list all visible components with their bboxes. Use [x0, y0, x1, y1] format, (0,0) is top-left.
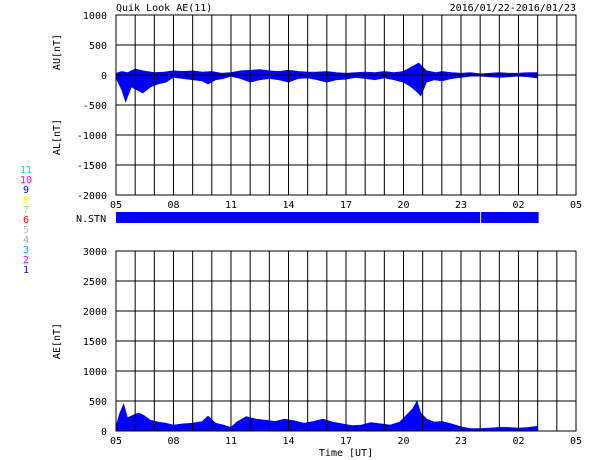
- station-count-label: 11: [20, 165, 32, 176]
- ae-x-tick-label: 20: [397, 436, 409, 447]
- au-al-x-tick-label: 20: [397, 200, 409, 211]
- station-bar-segment: [481, 212, 539, 223]
- ae-x-tick-label: 08: [167, 436, 179, 447]
- ae-area: [115, 400, 538, 432]
- ae-frame: [115, 250, 577, 432]
- au-al-x-tick-label: 17: [340, 200, 352, 211]
- au-al-y-tick-label: -500: [83, 101, 107, 112]
- au-al-x-ticks: 05 08 11 14 17 20 23 02 05: [110, 200, 582, 211]
- station-label: N.STN: [76, 214, 106, 225]
- station-bar: [116, 212, 539, 223]
- au-al-grid: [115, 14, 577, 196]
- station-count-label: 6: [23, 215, 29, 226]
- ae-x-tick-label: 11: [225, 436, 237, 447]
- ae-x-tick-label: 17: [340, 436, 352, 447]
- ae-y-tick-label: 500: [89, 397, 107, 408]
- au-al-x-tick-label: 02: [512, 200, 524, 211]
- ae-series: [115, 400, 538, 432]
- au-al-y-tick-label: 0: [101, 71, 107, 82]
- ae-y-tick-label: 2500: [83, 277, 107, 288]
- au-al-frame: [115, 14, 577, 196]
- x-axis-label: Time [UT]: [319, 448, 373, 459]
- au-al-y-tick-label: -2000: [77, 191, 107, 202]
- au-al-x-tick-label: 14: [282, 200, 294, 211]
- au-al-x-tick-label: 23: [455, 200, 467, 211]
- ae-x-tick-label: 02: [512, 436, 524, 447]
- al-axis-label: AL[nT]: [52, 119, 63, 155]
- station-count-label: 2: [23, 255, 29, 266]
- au-series: [115, 62, 538, 76]
- ae-y-tick-label: 2000: [83, 307, 107, 318]
- station-bar-segment: [116, 212, 481, 223]
- station-count-label: 5: [23, 225, 29, 236]
- station-count-label: 7: [23, 205, 29, 216]
- ae-x-tick-label: 05: [570, 436, 582, 447]
- ae-x-tick-label: 05: [110, 436, 122, 447]
- station-count-label: 3: [23, 245, 29, 256]
- ae-y-tick-label: 1500: [83, 337, 107, 348]
- au-al-panel: 1000 500 0 -500 -1000 -1500 -2000 05 08 11 14 17 20…: [52, 11, 582, 211]
- station-count-label: 8: [23, 195, 29, 206]
- au-al-x-tick-label: 11: [225, 200, 237, 211]
- au-al-x-tick-label: 08: [167, 200, 179, 211]
- au-al-y-tick-label: 500: [89, 41, 107, 52]
- ae-y-tick-label: 1000: [83, 367, 107, 378]
- au-al-y-tick-label: 1000: [83, 11, 107, 22]
- station-count-label: 4: [23, 235, 29, 246]
- au-al-y-tick-label: -1500: [77, 161, 107, 172]
- station-count-label: 9: [23, 185, 29, 196]
- chart-title: Quik Look AE(11): [116, 3, 212, 14]
- station-count-label: 1: [23, 265, 29, 276]
- ae-y-tick-label: 3000: [83, 247, 107, 258]
- au-al-x-tick-label: 05: [570, 200, 582, 211]
- ae-axis-label: AE[nT]: [52, 323, 63, 359]
- au-al-y-ticks: 1000 500 0 -500 -1000 -1500 -2000: [77, 11, 107, 202]
- ae-x-tick-label: 23: [455, 436, 467, 447]
- ae-x-tick-label: 14: [282, 436, 294, 447]
- ae-grid: [115, 250, 577, 432]
- au-al-y-tick-label: -1000: [77, 131, 107, 142]
- au-axis-label: AU[nT]: [52, 34, 63, 70]
- ae-y-ticks: 3000 2500 2000 1500 1000 500 0: [83, 247, 107, 438]
- ae-x-ticks: 05 08 11 14 17 20 23 02 05: [110, 436, 582, 447]
- station-count-label: 10: [20, 175, 32, 186]
- ae-y-tick-label: 0: [101, 427, 107, 438]
- au-al-x-tick-label: 05: [110, 200, 122, 211]
- date-range: 2016/01/22-2016/01/23: [450, 3, 576, 14]
